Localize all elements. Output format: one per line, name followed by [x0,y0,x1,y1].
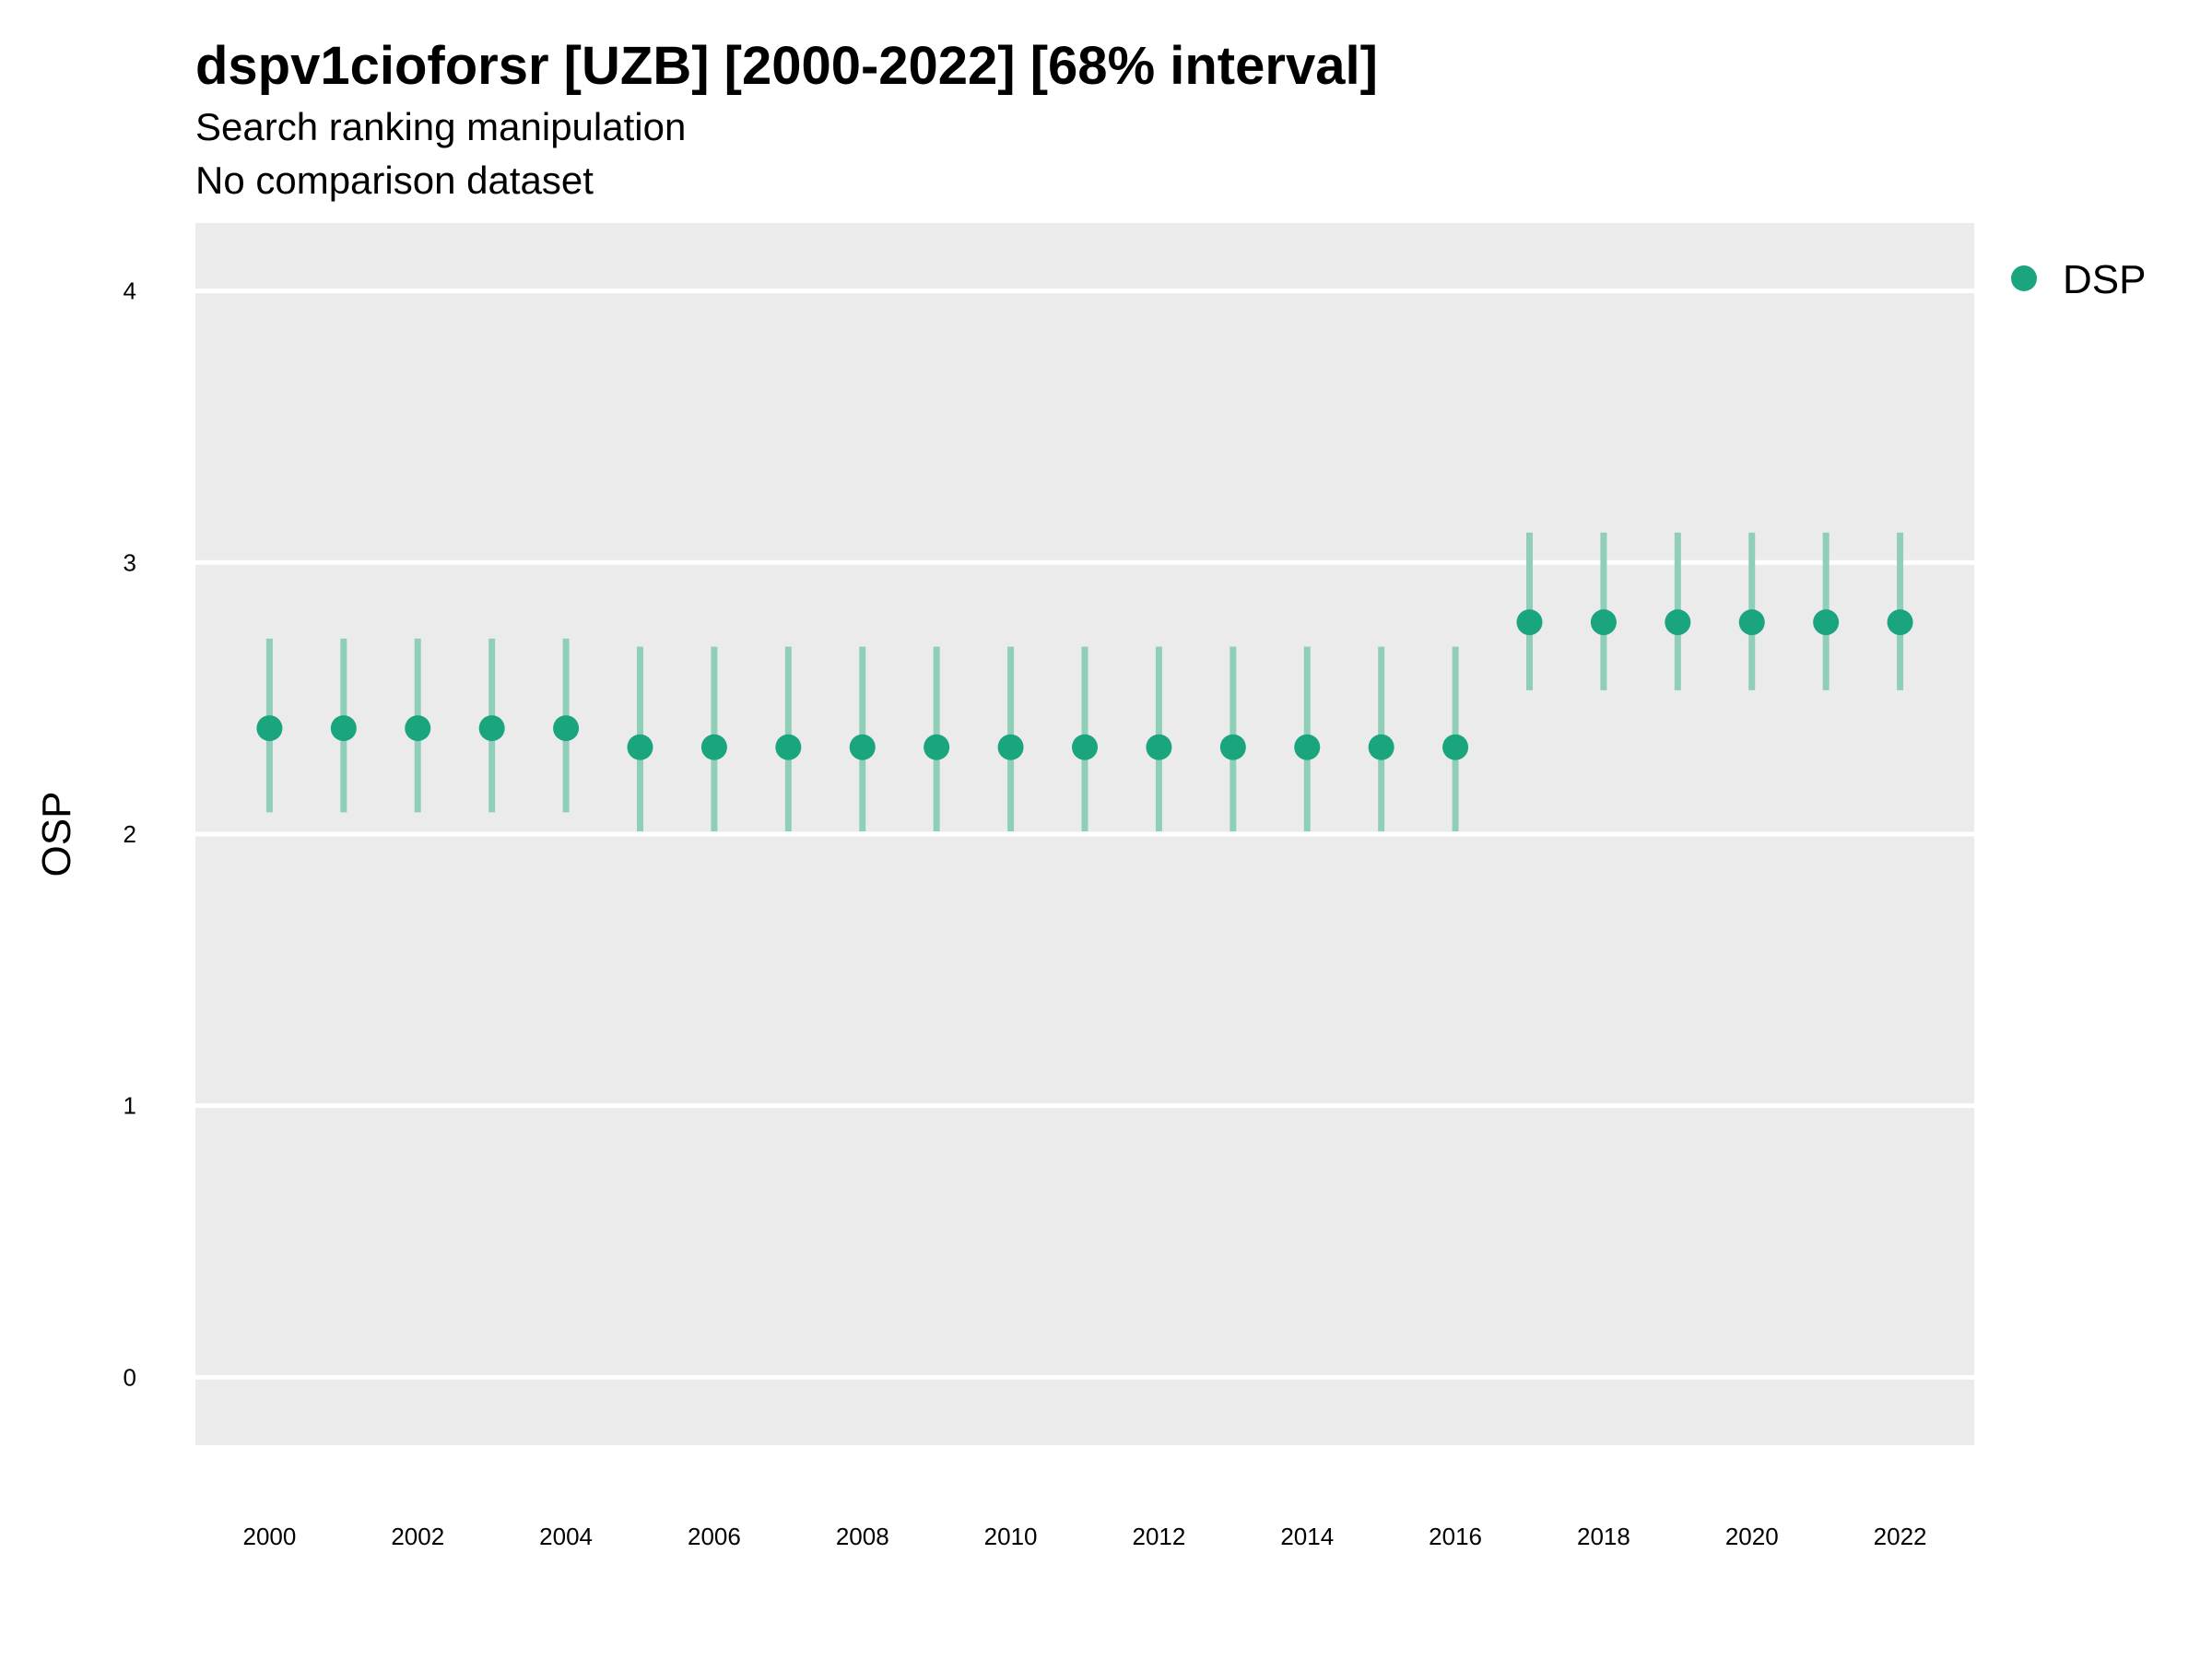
data-point [478,715,505,742]
data-point [1516,609,1543,636]
chart-caption: No comparison dataset [195,159,594,202]
x-tick-label: 2002 [391,1523,444,1550]
data-point [1738,609,1765,636]
x-tick-label: 2022 [1874,1523,1927,1550]
chart-title: dspv1cioforsr [UZB] [2000-2022] [68% int… [195,36,1378,96]
x-tick-label: 2012 [1132,1523,1185,1550]
data-point [330,715,357,742]
legend-label: DSP [2063,257,2146,302]
data-point [1219,734,1246,760]
data-point [627,734,653,760]
data-point [700,734,727,760]
x-tick-label: 2000 [242,1523,296,1550]
data-point [1146,734,1172,760]
data-point [1368,734,1394,760]
chart-subtitle: Search ranking manipulation [195,105,687,148]
data-point [1590,609,1617,636]
x-tick-label: 2018 [1577,1523,1630,1550]
data-point [1072,734,1098,760]
y-tick-label: 0 [124,1363,136,1391]
data-point [997,734,1024,760]
data-point [1442,734,1469,760]
y-tick-label: 3 [124,548,136,576]
x-tick-label: 2006 [688,1523,741,1550]
x-tick-label: 2008 [836,1523,889,1550]
y-tick-label: 2 [124,820,136,848]
x-tick-label: 2016 [1429,1523,1482,1550]
data-point [849,734,876,760]
x-tick-label: 2004 [539,1523,593,1550]
x-tick-label: 2020 [1725,1523,1779,1550]
x-tick-label: 2014 [1280,1523,1334,1550]
data-point [1813,609,1840,636]
data-point [924,734,950,760]
data-point [1665,609,1691,636]
y-tick-label: 1 [124,1092,136,1120]
y-tick-label: 4 [124,277,136,305]
data-point [775,734,802,760]
x-tick-label: 2010 [984,1523,1038,1550]
data-point [405,715,431,742]
legend-key [2011,265,2037,291]
y-axis-label: OSP [34,792,79,877]
data-point [1294,734,1321,760]
data-point [1887,609,1913,636]
data-point [256,715,283,742]
data-point [553,715,580,742]
